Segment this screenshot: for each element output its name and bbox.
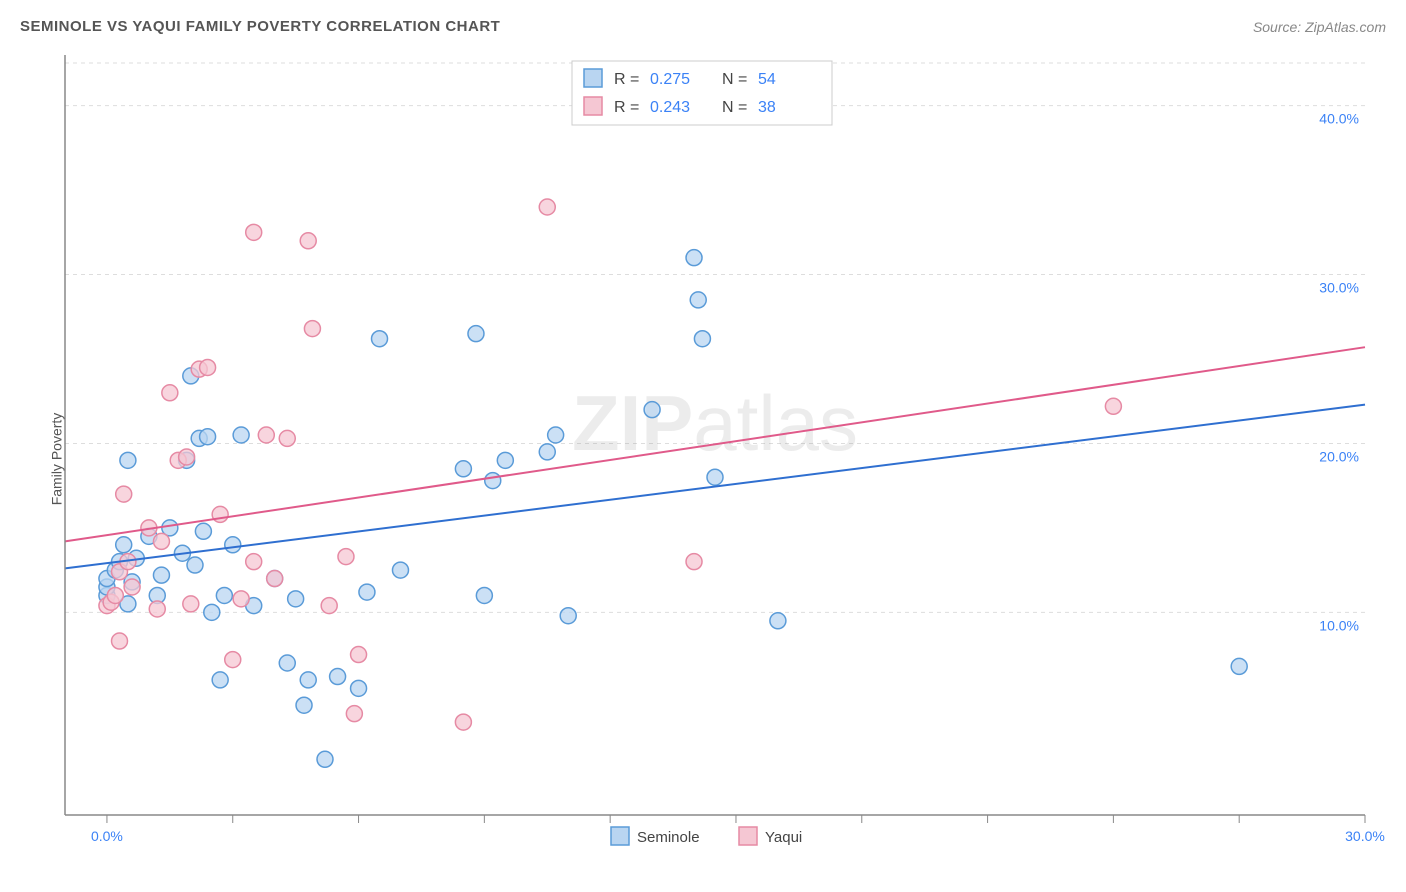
scatter-point <box>497 452 513 468</box>
legend-r-value: 0.275 <box>650 71 690 88</box>
scatter-point <box>246 224 262 240</box>
scatter-point <box>351 680 367 696</box>
y-tick-label: 10.0% <box>1319 617 1359 633</box>
watermark: ZIPatlas <box>572 379 858 467</box>
y-tick-label: 30.0% <box>1319 280 1359 296</box>
scatter-point <box>560 608 576 624</box>
scatter-point <box>124 579 140 595</box>
scatter-point <box>279 655 295 671</box>
scatter-point <box>392 562 408 578</box>
scatter-point <box>153 533 169 549</box>
scatter-point <box>162 385 178 401</box>
scatter-point <box>1231 658 1247 674</box>
scatter-point <box>476 587 492 603</box>
scatter-point <box>455 461 471 477</box>
scatter-point <box>233 591 249 607</box>
source-label: Source: ZipAtlas.com <box>1253 19 1386 35</box>
scatter-point <box>330 669 346 685</box>
scatter-point <box>372 331 388 347</box>
scatter-point <box>183 596 199 612</box>
scatter-point <box>1105 398 1121 414</box>
scatter-point <box>707 469 723 485</box>
legend-r-label: R = <box>614 99 639 116</box>
legend-n-label: N = <box>722 71 747 88</box>
legend-series-label: Seminole <box>637 829 700 846</box>
scatter-point <box>225 537 241 553</box>
scatter-point <box>686 250 702 266</box>
chart-title: SEMINOLE VS YAQUI FAMILY POVERTY CORRELA… <box>20 18 500 35</box>
scatter-point <box>187 557 203 573</box>
scatter-point <box>686 554 702 570</box>
legend-swatch <box>739 827 757 845</box>
scatter-point <box>107 587 123 603</box>
scatter-point <box>359 584 375 600</box>
scatter-point <box>195 523 211 539</box>
legend-n-value: 54 <box>758 71 776 88</box>
scatter-point <box>225 652 241 668</box>
legend-n-value: 38 <box>758 99 776 116</box>
scatter-point <box>304 321 320 337</box>
scatter-point <box>644 402 660 418</box>
scatter-point <box>212 672 228 688</box>
scatter-point <box>267 571 283 587</box>
chart-header: SEMINOLE VS YAQUI FAMILY POVERTY CORRELA… <box>20 18 1386 35</box>
scatter-point <box>200 429 216 445</box>
scatter-point <box>346 706 362 722</box>
x-tick-label: 30.0% <box>1345 828 1385 844</box>
scatter-chart: ZIPatlas 0.0% 30.0% 10.0% 20.0% 30.0% 40.0% R =… <box>50 50 1396 867</box>
stats-legend-box <box>572 61 832 125</box>
regression-line <box>65 347 1365 541</box>
scatter-point <box>300 672 316 688</box>
scatter-point <box>690 292 706 308</box>
scatter-point <box>116 537 132 553</box>
scatter-point <box>351 647 367 663</box>
chart-container: Family Poverty ZIPatlas 0.0% 30.0% 10.0% 20.… <box>50 50 1396 867</box>
legend-swatch <box>611 827 629 845</box>
scatter-point <box>539 444 555 460</box>
legend-r-label: R = <box>614 71 639 88</box>
scatter-point <box>279 430 295 446</box>
scatter-point <box>149 601 165 617</box>
scatter-point <box>204 604 220 620</box>
scatter-point <box>317 751 333 767</box>
scatter-point <box>485 473 501 489</box>
legend-swatch <box>584 69 602 87</box>
scatter-point <box>548 427 564 443</box>
legend-r-value: 0.243 <box>650 99 690 116</box>
x-tick-label: 0.0% <box>91 828 123 844</box>
scatter-point <box>338 549 354 565</box>
scatter-point <box>258 427 274 443</box>
scatter-point <box>770 613 786 629</box>
scatter-point <box>179 449 195 465</box>
scatter-point <box>116 486 132 502</box>
y-tick-label: 40.0% <box>1319 111 1359 127</box>
scatter-point <box>694 331 710 347</box>
scatter-point <box>296 697 312 713</box>
scatter-point <box>246 554 262 570</box>
scatter-point <box>153 567 169 583</box>
scatter-point <box>455 714 471 730</box>
scatter-point <box>112 633 128 649</box>
scatter-point <box>288 591 304 607</box>
scatter-point <box>233 427 249 443</box>
scatter-point <box>120 452 136 468</box>
legend-series-label: Yaqui <box>765 829 802 846</box>
y-tick-label: 20.0% <box>1319 448 1359 464</box>
scatter-point <box>321 598 337 614</box>
legend-n-label: N = <box>722 99 747 116</box>
legend-swatch <box>584 97 602 115</box>
scatter-point <box>468 326 484 342</box>
scatter-point <box>216 587 232 603</box>
scatter-point <box>200 359 216 375</box>
y-axis-label: Family Poverty <box>48 412 64 505</box>
scatter-point <box>300 233 316 249</box>
scatter-point <box>539 199 555 215</box>
